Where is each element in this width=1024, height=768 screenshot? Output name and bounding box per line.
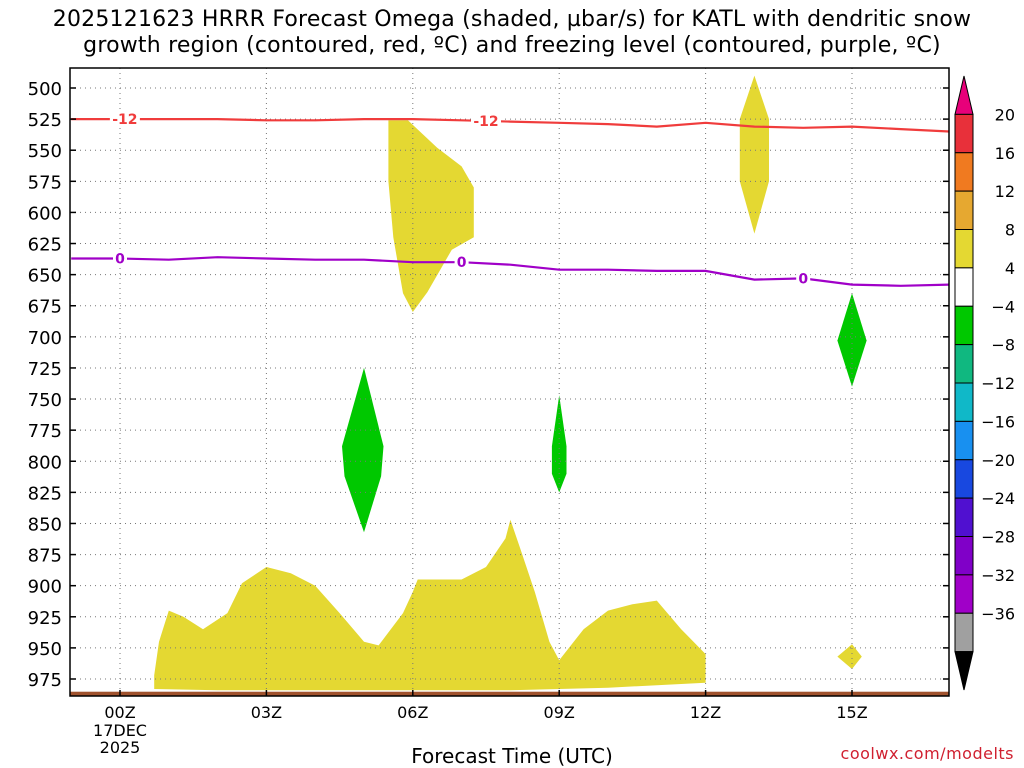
colorbar-swatch: [954, 305, 974, 346]
colorbar-swatch: [954, 229, 974, 269]
freezing-level-label-bg: [796, 270, 811, 287]
y-tick-label: 825: [28, 483, 62, 504]
colorbar-swatch: [954, 574, 974, 614]
y-tick-label: 725: [28, 359, 62, 380]
colorbar-tick-label: −16: [981, 412, 1015, 431]
colorbar-arrow-top: [954, 75, 974, 115]
colorbar-tick-label: 12: [995, 182, 1015, 201]
colorbar-swatch: [954, 497, 974, 537]
y-tick-label: 650: [28, 266, 62, 287]
plot-frame: [69, 67, 950, 697]
x-tick-label: 03Z: [251, 703, 282, 722]
chart-title-line2: growth region (contoured, red, ºC) and f…: [83, 33, 941, 58]
colorbar-swatch: [954, 113, 974, 154]
x-tick-label: 15Z: [836, 703, 867, 722]
isotherm-minus12-line: [71, 118, 949, 133]
x-tick-label: 00Z: [104, 703, 135, 722]
colorbar-tick-label: −4: [991, 297, 1015, 316]
isotherm-minus12-label: -12: [112, 112, 137, 128]
y-tick-label: 775: [28, 421, 62, 442]
colorbar-swatch: [954, 420, 974, 461]
freezing-level-label: 0: [115, 251, 125, 267]
colorbar-tick-label: 4: [1005, 259, 1015, 278]
y-tick-label: 500: [28, 79, 62, 100]
y-tick-label: 800: [28, 452, 62, 473]
x-axis-title: Forecast Time (UTC): [411, 744, 613, 768]
colorbar-swatch: [954, 267, 974, 307]
colorbar-tick-label: 8: [1005, 221, 1015, 240]
y-tick-label: 550: [28, 141, 62, 162]
y-tick-label: 600: [28, 203, 62, 224]
ground-surface: [70, 691, 949, 696]
colorbar-tick-label: −12: [981, 374, 1015, 393]
colorbar-swatch: [954, 152, 974, 192]
freezing-level-label: 0: [798, 271, 808, 287]
omega-positive-region: [388, 120, 474, 312]
isotherm-minus12-label-bg: [109, 111, 140, 128]
y-tick-label: 900: [28, 577, 62, 598]
colorbar-swatch: [954, 344, 974, 384]
omega-positive-region: [739, 75, 769, 234]
omega-negative-region: [837, 293, 867, 387]
freezing-level-label-bg: [454, 254, 469, 271]
y-tick-label: 950: [28, 639, 62, 660]
colorbar-tick-label: 20: [995, 105, 1015, 124]
y-tick-label: 850: [28, 514, 62, 535]
colorbar-swatch: [954, 190, 974, 230]
colorbar-tick-label: −32: [981, 566, 1015, 585]
y-tick-label: 925: [28, 608, 62, 629]
site-credit[interactable]: coolwx.com/modelts: [840, 744, 1014, 763]
isotherm-minus12-label-bg: [471, 112, 501, 129]
y-tick-label: 700: [28, 328, 62, 349]
isotherm-minus12-label: -12: [473, 114, 498, 130]
freezing-level-label: 0: [457, 255, 467, 271]
colorbar-tick-label: −36: [981, 604, 1015, 623]
y-tick-label: 675: [28, 297, 62, 318]
y-tick-label: 575: [28, 172, 62, 193]
colorbar-swatch: [954, 536, 974, 576]
x-tick-label: 06Z: [397, 703, 428, 722]
chart-title-line1: 2025121623 HRRR Forecast Omega (shaded, …: [52, 7, 972, 32]
colorbar-swatch: [954, 612, 974, 653]
colorbar-swatch: [954, 459, 974, 499]
omega-positive-region: [837, 644, 862, 669]
x-date-label: 17DEC: [93, 721, 147, 740]
colorbar-tick-label: −8: [991, 336, 1015, 355]
x-date-label: 2025: [100, 738, 141, 757]
colorbar-tick-label: 16: [995, 144, 1015, 163]
y-tick-label: 625: [28, 235, 62, 256]
x-tick-label: 12Z: [690, 703, 721, 722]
x-tick-label: 09Z: [544, 703, 575, 722]
freezing-level-label-bg: [113, 250, 127, 267]
colorbar-arrow-bottom: [954, 651, 974, 691]
y-tick-label: 750: [28, 390, 62, 411]
colorbar-swatch: [954, 382, 974, 422]
colorbar-tick-label: −24: [981, 489, 1015, 508]
colorbar-tick-label: −28: [981, 528, 1015, 547]
omega-negative-region: [342, 367, 384, 533]
y-tick-label: 525: [28, 110, 62, 131]
y-tick-label: 875: [28, 546, 62, 567]
omega-positive-region: [154, 519, 706, 691]
y-tick-label: 975: [28, 670, 62, 691]
colorbar-tick-label: −20: [981, 451, 1015, 470]
freezing-level-line: [71, 256, 949, 287]
